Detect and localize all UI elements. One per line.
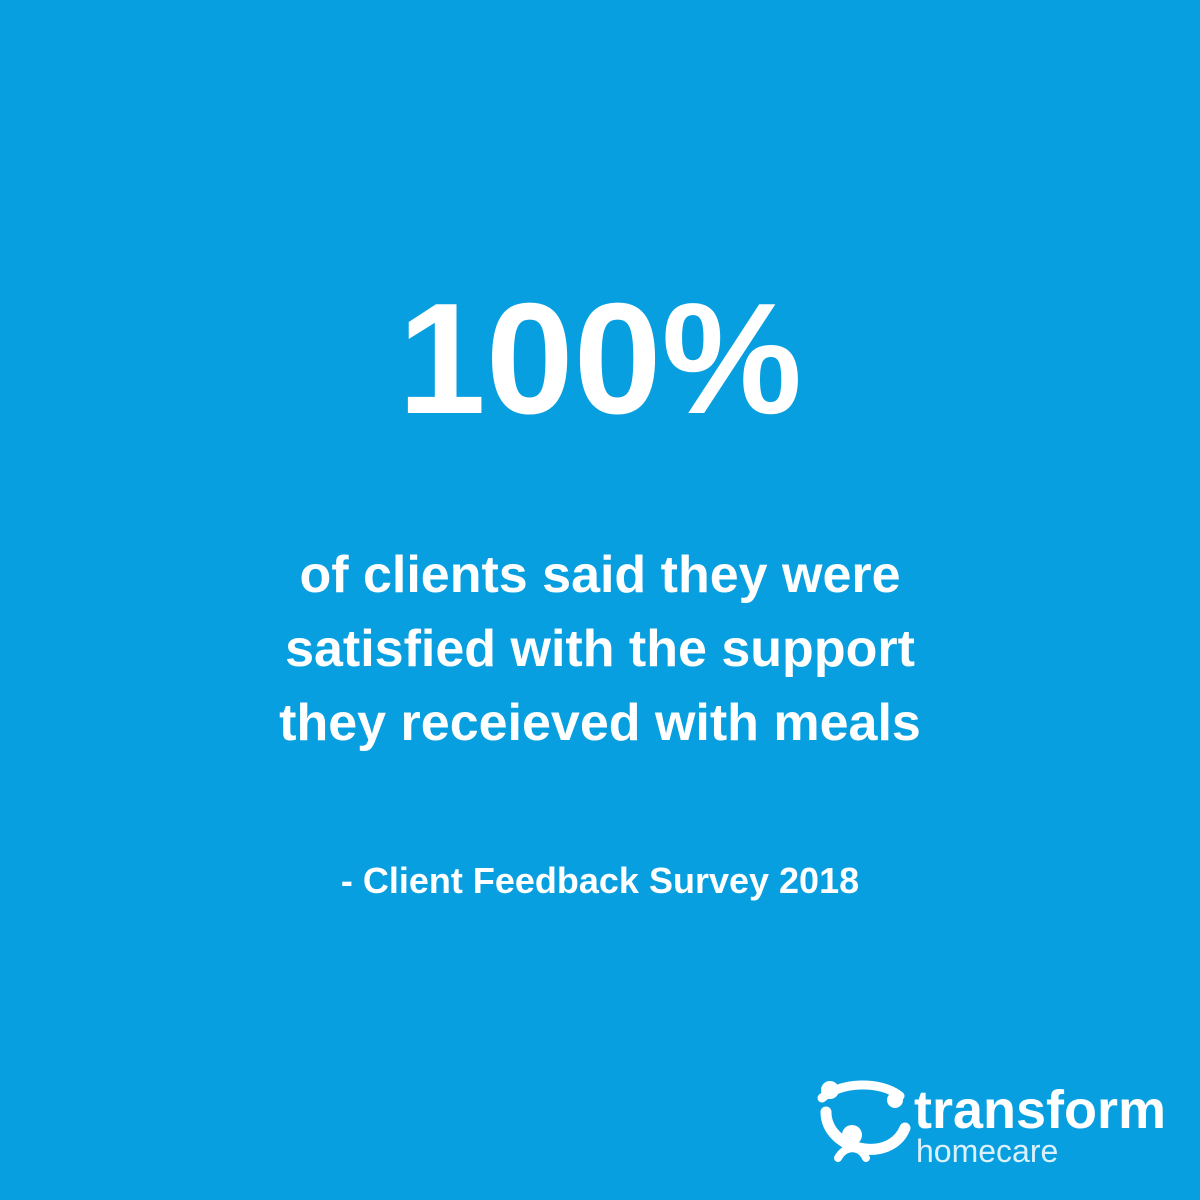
body-line: satisfied with the support xyxy=(285,620,915,678)
logo-name: transform xyxy=(914,1080,1166,1140)
body-line: of clients said they were xyxy=(299,546,900,604)
body-line: they receieved with meals xyxy=(279,694,921,752)
headline: 100% xyxy=(398,271,802,447)
logo-tagline: homecare xyxy=(916,1133,1058,1169)
logo-icon xyxy=(817,1080,911,1162)
source: - Client Feedback Survey 2018 xyxy=(341,860,859,901)
